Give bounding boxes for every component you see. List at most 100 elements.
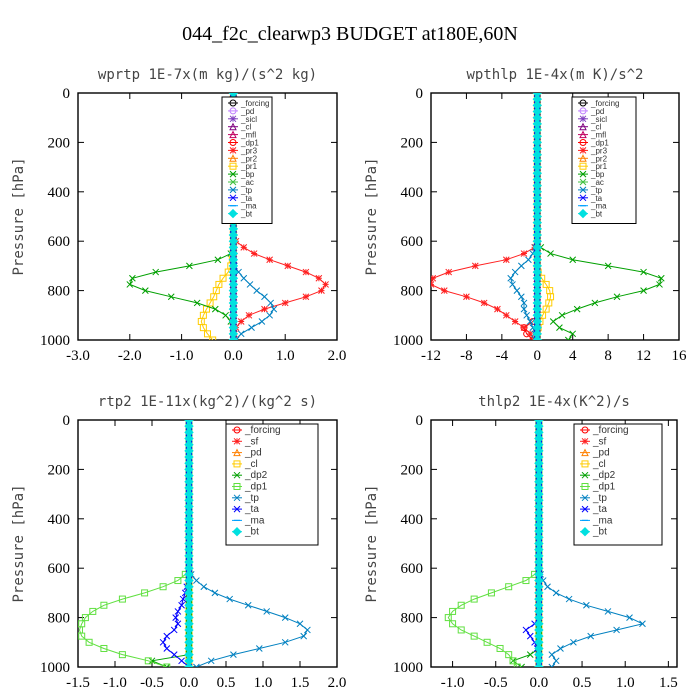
data-point-tp [270, 305, 278, 313]
data-point-tp [193, 663, 200, 667]
figure-title: 044_f2c_clearwp3 BUDGET at180E,60N [182, 23, 518, 45]
data-point-tp [266, 311, 274, 319]
legend-marker [233, 483, 241, 490]
data-point-dp1 [159, 583, 167, 591]
budget-panel-4: thlp2 1E-4x(K^2)/s Pressure [hPa] 0 200 400 6… [364, 394, 678, 691]
legend-label: _forcing [240, 99, 269, 108]
legend-label: _mfl [240, 131, 256, 140]
plot-frame [430, 92, 680, 341]
legend-label: _forcing [590, 99, 619, 108]
y-tick-label: 0 [63, 413, 71, 429]
data-point-dp2 [163, 663, 171, 667]
data-point-ta [174, 620, 182, 628]
legend-label: _tp [240, 186, 253, 195]
data-point-pr3 [302, 293, 310, 301]
y-tick-label: 1000 [40, 660, 70, 676]
data-point-tp [240, 274, 248, 282]
x-tick-label: -3.0 [66, 348, 90, 364]
data-point-pr3 [302, 268, 310, 276]
legend: _forcing_pd_sicl_cl_mfl_dp1_pr3_pr2_pr1_… [571, 96, 637, 224]
legend-label: _bt [240, 210, 253, 219]
data-point-ta [163, 645, 171, 652]
legend-marker [581, 494, 589, 502]
data-point-bp [193, 299, 201, 307]
legend-label: _bp [240, 170, 255, 179]
legend-marker [229, 130, 237, 139]
legend-marker [579, 122, 587, 131]
data-point-tp [565, 595, 573, 603]
legend-marker [578, 208, 588, 219]
data-point-dp1 [487, 589, 495, 597]
legend-marker [229, 115, 237, 123]
legend-label: _ma [244, 515, 265, 526]
x-tick-label: 1.5 [659, 675, 678, 691]
y-tick-label: 600 [48, 234, 71, 250]
x-tick-label: -12 [421, 348, 441, 364]
y-tick-label: 1000 [393, 660, 423, 676]
data-point-bp [656, 281, 663, 288]
legend-label: _sicl [240, 115, 257, 124]
x-tick-label: 1.5 [291, 675, 310, 691]
data-point-dp1 [449, 620, 457, 628]
data-point-bp [591, 299, 599, 307]
y-tick-label: 600 [48, 561, 71, 577]
data-point-tp [613, 626, 620, 634]
legend-marker [233, 471, 241, 479]
legend-marker [579, 154, 587, 162]
legend-label: _tp [244, 493, 259, 504]
legend-label: _cl [240, 123, 251, 132]
data-point-bp [640, 268, 647, 276]
data-point-pr3 [322, 281, 329, 288]
legend-box [225, 423, 319, 546]
data-point-tp [548, 651, 556, 659]
data-point-pr3 [318, 287, 325, 294]
data-point-tp [520, 299, 528, 307]
legend-label: _sf [244, 436, 259, 447]
legend-label: _mfl [590, 131, 606, 140]
data-area [78, 420, 311, 667]
data-point-dp1 [141, 589, 149, 597]
data-point-tp [263, 608, 271, 615]
legend-label: _pd [592, 448, 610, 459]
data-point-tp [230, 651, 237, 659]
data-point-pr3 [250, 250, 258, 257]
legend-label: _pr1 [590, 162, 608, 171]
data-point-tp [520, 305, 528, 313]
legend-label: _cl [244, 459, 258, 470]
data-point-ta [178, 657, 185, 665]
legend-label: _bt [592, 527, 607, 538]
legend-marker [233, 505, 241, 513]
legend-marker [233, 426, 241, 434]
panel-title: wprtp 1E-7x(m kg)/(s^2 kg) [98, 67, 317, 83]
data-point-pr3 [520, 324, 528, 332]
budget-panel-1: wprtp 1E-7x(m kg)/(s^2 kg) Pressure [hPa]… [11, 67, 346, 364]
legend-marker [229, 107, 237, 115]
y-axis-label: Pressure [hPa] [11, 484, 27, 602]
legend-label: _ta [592, 504, 607, 515]
data-point-pr1 [210, 293, 218, 301]
x-tick-label: 0.0 [224, 348, 243, 364]
legend-marker [579, 130, 587, 139]
y-tick-label: 400 [48, 512, 71, 528]
legend-marker [581, 448, 589, 457]
data-point-tp [511, 268, 519, 276]
data-point-ta [159, 638, 167, 646]
legend-label: _pr2 [240, 154, 258, 163]
data-point-tp [544, 583, 551, 591]
data-point-tp [557, 645, 564, 652]
data-point-tp [237, 330, 245, 338]
legend-marker [233, 437, 241, 445]
legend-marker [579, 162, 587, 170]
legend-label: _pd [590, 107, 604, 116]
data-point-bp [657, 274, 665, 282]
x-tick-label: 2.0 [328, 348, 347, 364]
legend-label: _pr2 [590, 154, 608, 163]
data-point-pr3 [494, 305, 501, 313]
data-point-pr1 [199, 324, 207, 332]
data-point-tp [281, 614, 289, 621]
x-tick-label: 12 [636, 348, 651, 364]
data-point-pr3 [261, 305, 268, 313]
legend-marker [579, 99, 587, 107]
data-point-dp1 [457, 626, 465, 634]
data-point-ta [163, 632, 171, 640]
